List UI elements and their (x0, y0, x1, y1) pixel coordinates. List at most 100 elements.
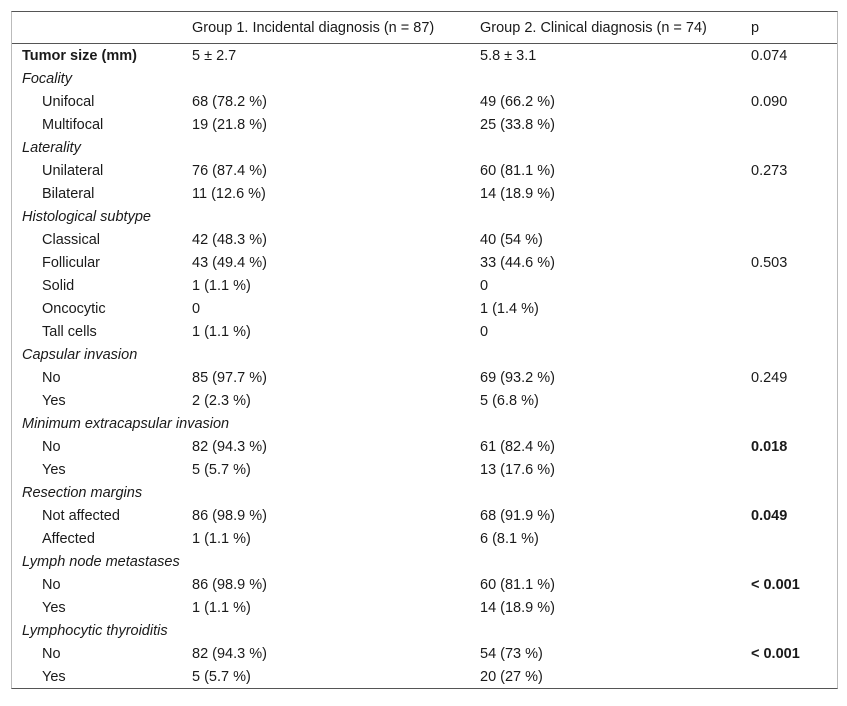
data-row: Yes 5 (5.7 %) 20 (27 %) (12, 665, 837, 688)
row-label: Tumor size (mm) (22, 47, 137, 64)
data-row: No 82 (94.3 %) 61 (82.4 %) 0.018 (12, 435, 837, 458)
p-value (751, 665, 837, 688)
cell: 40 (54 %) (480, 231, 543, 248)
cell: 54 (73 %) (480, 645, 543, 662)
cell: 6 (8.1 %) (480, 530, 539, 547)
row-label: Yes (42, 668, 66, 685)
cell: 86 (98.9 %) (192, 507, 267, 524)
data-row: No 82 (94.3 %) 54 (73 %) < 0.001 (12, 642, 837, 665)
cell: 13 (17.6 %) (480, 461, 555, 478)
row-label: Tall cells (42, 323, 97, 340)
cell: 85 (97.7 %) (192, 369, 267, 386)
cell: 68 (78.2 %) (192, 93, 267, 110)
cell: 60 (81.1 %) (480, 576, 555, 593)
data-row: Classical 42 (48.3 %) 40 (54 %) (12, 228, 837, 251)
row-label: Follicular (42, 254, 101, 271)
data-row: Affected 1 (1.1 %) 6 (8.1 %) (12, 527, 837, 550)
section-row: Resection margins (12, 481, 837, 504)
row-label: No (42, 369, 61, 386)
row-label: Unifocal (42, 93, 95, 110)
cell: 19 (21.8 %) (192, 116, 267, 133)
data-row: Yes 2 (2.3 %) 5 (6.8 %) (12, 389, 837, 412)
p-value: < 0.001 (751, 576, 800, 593)
cell: 61 (82.4 %) (480, 438, 555, 455)
cell: 43 (49.4 %) (192, 254, 267, 271)
data-row: No 85 (97.7 %) 69 (93.2 %) 0.249 (12, 366, 837, 389)
p-value: 0.503 (751, 254, 788, 271)
cell: 11 (12.6 %) (192, 185, 266, 202)
p-value (751, 596, 837, 619)
section-row: Lymph node metastases (12, 550, 837, 573)
cell: 14 (18.9 %) (480, 599, 555, 616)
data-row: Oncocytic 0 1 (1.4 %) (12, 297, 837, 320)
data-row: Unifocal 68 (78.2 %) 49 (66.2 %) 0.090 (12, 90, 837, 113)
data-row: Unilateral 76 (87.4 %) 60 (81.1 %) 0.273 (12, 159, 837, 182)
row-label: Not affected (42, 507, 120, 524)
p-value (751, 297, 837, 320)
p-value (751, 228, 837, 251)
section-row: Minimum extracapsular invasion (12, 412, 837, 435)
cell: 1 (1.1 %) (192, 530, 251, 547)
header-row: Group 1. Incidental diagnosis (n = 87) G… (12, 12, 837, 44)
header-cell: p (751, 12, 837, 44)
cell: 0 (480, 277, 489, 294)
header-cell: Group 1. Incidental diagnosis (n = 87) (192, 12, 480, 44)
p-value: 0.018 (751, 438, 788, 455)
p-value (751, 274, 837, 297)
cell: 86 (98.9 %) (192, 576, 267, 593)
cell: 5 (5.7 %) (192, 461, 251, 478)
cell: 69 (93.2 %) (480, 369, 555, 386)
cell: 1 (1.1 %) (192, 599, 251, 616)
section-row: Lymphocytic thyroiditis (12, 619, 837, 642)
section-row: Focality (12, 67, 837, 90)
p-value: 0.249 (751, 369, 788, 386)
p-value (751, 320, 837, 343)
section-title: Histological subtype (22, 208, 151, 225)
section-title: Resection margins (22, 484, 143, 501)
p-value (751, 389, 837, 412)
section-title: Lymph node metastases (22, 553, 180, 570)
table: Group 1. Incidental diagnosis (n = 87) G… (12, 12, 837, 688)
table-header: Group 1. Incidental diagnosis (n = 87) G… (12, 12, 837, 44)
p-value: 0.090 (751, 93, 788, 110)
row-label: Classical (42, 231, 101, 248)
p-value: 0.049 (751, 507, 788, 524)
row-label: Multifocal (42, 116, 104, 133)
row-label: Yes (42, 461, 66, 478)
section-row: Capsular invasion (12, 343, 837, 366)
cell: 82 (94.3 %) (192, 438, 267, 455)
table-body: Tumor size (mm) 5 ± 2.7 5.8 ± 3.1 0.074 Foca… (12, 44, 837, 689)
data-row: Follicular 43 (49.4 %) 33 (44.6 %) 0.503 (12, 251, 837, 274)
cell: 5 (6.8 %) (480, 392, 539, 409)
section-title: Laterality (22, 139, 81, 156)
cell: 2 (2.3 %) (192, 392, 251, 409)
row-label: Solid (42, 277, 75, 294)
cell: 5.8 ± 3.1 (480, 47, 537, 64)
cell: 49 (66.2 %) (480, 93, 555, 110)
row-label: Yes (42, 599, 66, 616)
cell: 42 (48.3 %) (192, 231, 267, 248)
cell: 5 (5.7 %) (192, 668, 251, 685)
section-row: Laterality (12, 136, 837, 159)
cell: 82 (94.3 %) (192, 645, 267, 662)
row-label: No (42, 438, 61, 455)
row-label: Affected (42, 530, 95, 547)
cell: 1 (1.4 %) (480, 300, 539, 317)
p-value: < 0.001 (751, 645, 800, 662)
p-value (751, 458, 837, 481)
row-label: No (42, 645, 61, 662)
p-value (751, 113, 837, 136)
cell: 60 (81.1 %) (480, 162, 555, 179)
data-row: Solid 1 (1.1 %) 0 (12, 274, 837, 297)
cell: 1 (1.1 %) (192, 323, 251, 340)
cell: 1 (1.1 %) (192, 277, 251, 294)
data-row: Not affected 86 (98.9 %) 68 (91.9 %) 0.049 (12, 504, 837, 527)
cell: 33 (44.6 %) (480, 254, 555, 271)
row-label: Unilateral (42, 162, 104, 179)
table-frame: Group 1. Incidental diagnosis (n = 87) G… (11, 11, 838, 689)
data-row: Bilateral 11 (12.6 %) 14 (18.9 %) (12, 182, 837, 205)
cell: 0 (480, 323, 489, 340)
cell: 0.074 (751, 47, 788, 64)
row-label: Oncocytic (42, 300, 106, 317)
header-cell-blank (12, 12, 192, 44)
